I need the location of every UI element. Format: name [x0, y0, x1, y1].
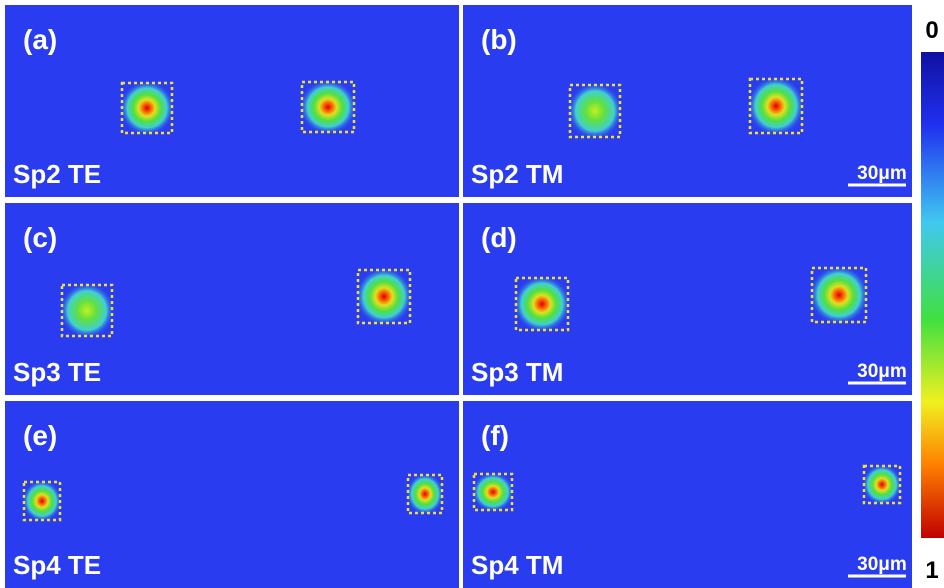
highlight-box	[514, 276, 570, 332]
highlight-box	[810, 266, 868, 324]
mode-spot	[299, 79, 357, 135]
panel-label: (b)	[481, 24, 517, 55]
panel-label: (c)	[23, 222, 57, 253]
panel-label: (f)	[481, 420, 509, 451]
panel-label: (e)	[23, 420, 57, 451]
highlight-box	[862, 464, 902, 505]
highlight-box	[120, 81, 174, 135]
mode-spot	[862, 464, 902, 505]
highlight-box	[300, 80, 356, 134]
highlight-box	[568, 83, 622, 139]
highlight-box	[60, 283, 114, 338]
mode-spot	[472, 472, 514, 512]
mode-spot	[119, 80, 175, 136]
mode-spot	[747, 76, 805, 136]
panel-caption: Sp4 TM	[471, 550, 563, 580]
image-panel	[5, 401, 459, 588]
mode-spot	[406, 473, 444, 515]
panel-caption: Sp3 TE	[13, 357, 101, 387]
image-panel	[463, 5, 912, 197]
panel-caption: Sp3 TM	[471, 357, 563, 387]
scale-bar-label: 30μm	[857, 163, 907, 184]
highlight-box	[472, 472, 514, 512]
image-panel	[5, 5, 459, 197]
panel-caption: Sp2 TM	[471, 159, 563, 189]
scale-bar-label: 30μm	[857, 554, 907, 575]
mode-spot	[355, 267, 413, 326]
highlight-box	[356, 268, 412, 325]
colorbar-bottom-label: 1	[925, 557, 938, 584]
mode-spot	[567, 82, 623, 140]
image-panel	[463, 401, 912, 588]
colorbar-top-label: 0	[925, 17, 938, 44]
panel-label: (a)	[23, 24, 57, 55]
highlight-box	[22, 480, 62, 522]
panel-caption: Sp2 TE	[13, 159, 101, 189]
panel-caption: Sp4 TE	[13, 550, 101, 580]
mode-spot	[513, 275, 571, 333]
highlight-box	[748, 77, 804, 135]
mode-spot	[809, 265, 869, 325]
panel-label: (d)	[481, 222, 517, 253]
mode-spot	[22, 480, 62, 522]
mode-spot	[59, 282, 115, 339]
scale-bar-label: 30μm	[857, 361, 907, 382]
colorbar	[921, 52, 944, 538]
